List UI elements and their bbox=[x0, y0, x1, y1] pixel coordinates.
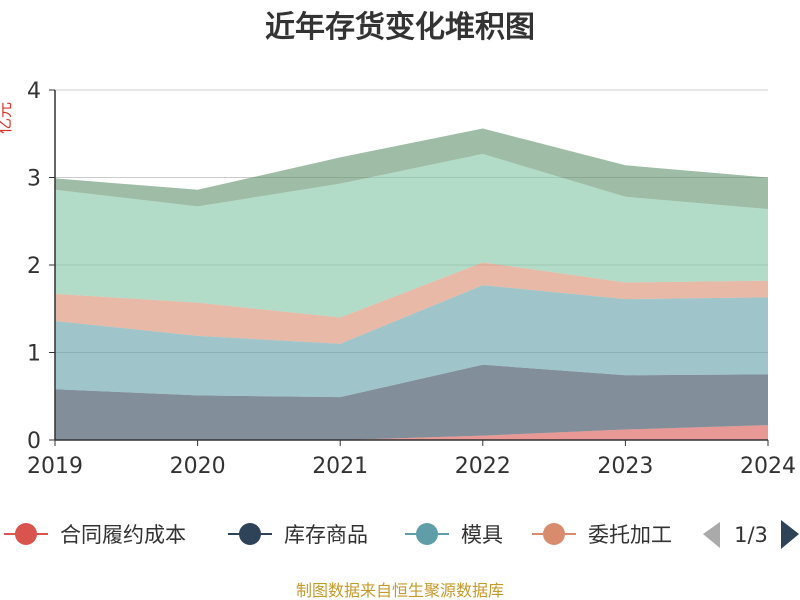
x-tick-label: 2024 bbox=[740, 454, 796, 479]
axes: 0 1 2 3 4 2019 2020 2021 2022 2023 2024 bbox=[27, 79, 796, 479]
x-tick-label: 2020 bbox=[170, 454, 226, 479]
y-tick-label: 0 bbox=[27, 429, 41, 454]
legend-page-indicator: 1/3 bbox=[734, 523, 768, 547]
data-source-note: 制图数据来自恒生聚源数据库 bbox=[296, 581, 504, 600]
legend-item[interactable]: 模具 bbox=[405, 523, 503, 547]
legend-item[interactable]: 库存商品 bbox=[228, 523, 368, 547]
area-series-2 bbox=[55, 364, 768, 440]
legend-next-page-icon[interactable] bbox=[781, 520, 799, 549]
y-axis-label: 亿元 bbox=[0, 102, 14, 134]
chart-title: 近年存货变化堆积图 bbox=[265, 10, 535, 45]
legend-marker bbox=[239, 523, 261, 545]
legend-label: 模具 bbox=[461, 523, 503, 547]
legend-label: 委托加工 bbox=[588, 523, 672, 547]
legend-item[interactable]: 合同履约成本 bbox=[4, 523, 186, 547]
x-tick-label: 2023 bbox=[597, 454, 653, 479]
legend[interactable]: 合同履约成本 库存商品 模具 委托加工 1/3 bbox=[4, 520, 799, 549]
area-series bbox=[55, 128, 768, 440]
x-tick-label: 2021 bbox=[312, 454, 368, 479]
y-tick-label: 1 bbox=[27, 342, 41, 367]
y-tick-label: 2 bbox=[27, 254, 41, 279]
area-series-5 bbox=[55, 153, 768, 318]
y-tick-label: 4 bbox=[27, 79, 41, 104]
area-series-4 bbox=[55, 262, 768, 344]
legend-label: 合同履约成本 bbox=[60, 523, 186, 547]
legend-item[interactable]: 委托加工 bbox=[532, 523, 672, 547]
x-tick-label: 2022 bbox=[455, 454, 511, 479]
legend-prev-page-icon[interactable] bbox=[703, 522, 720, 548]
x-tick-label: 2019 bbox=[27, 454, 83, 479]
legend-marker bbox=[416, 523, 438, 545]
area-series-1 bbox=[55, 425, 768, 440]
legend-marker bbox=[543, 523, 565, 545]
legend-label: 库存商品 bbox=[284, 523, 368, 547]
area-series-3 bbox=[55, 285, 768, 398]
area-series-6 bbox=[55, 128, 768, 209]
y-tick-label: 3 bbox=[27, 167, 41, 192]
legend-marker bbox=[15, 523, 37, 545]
